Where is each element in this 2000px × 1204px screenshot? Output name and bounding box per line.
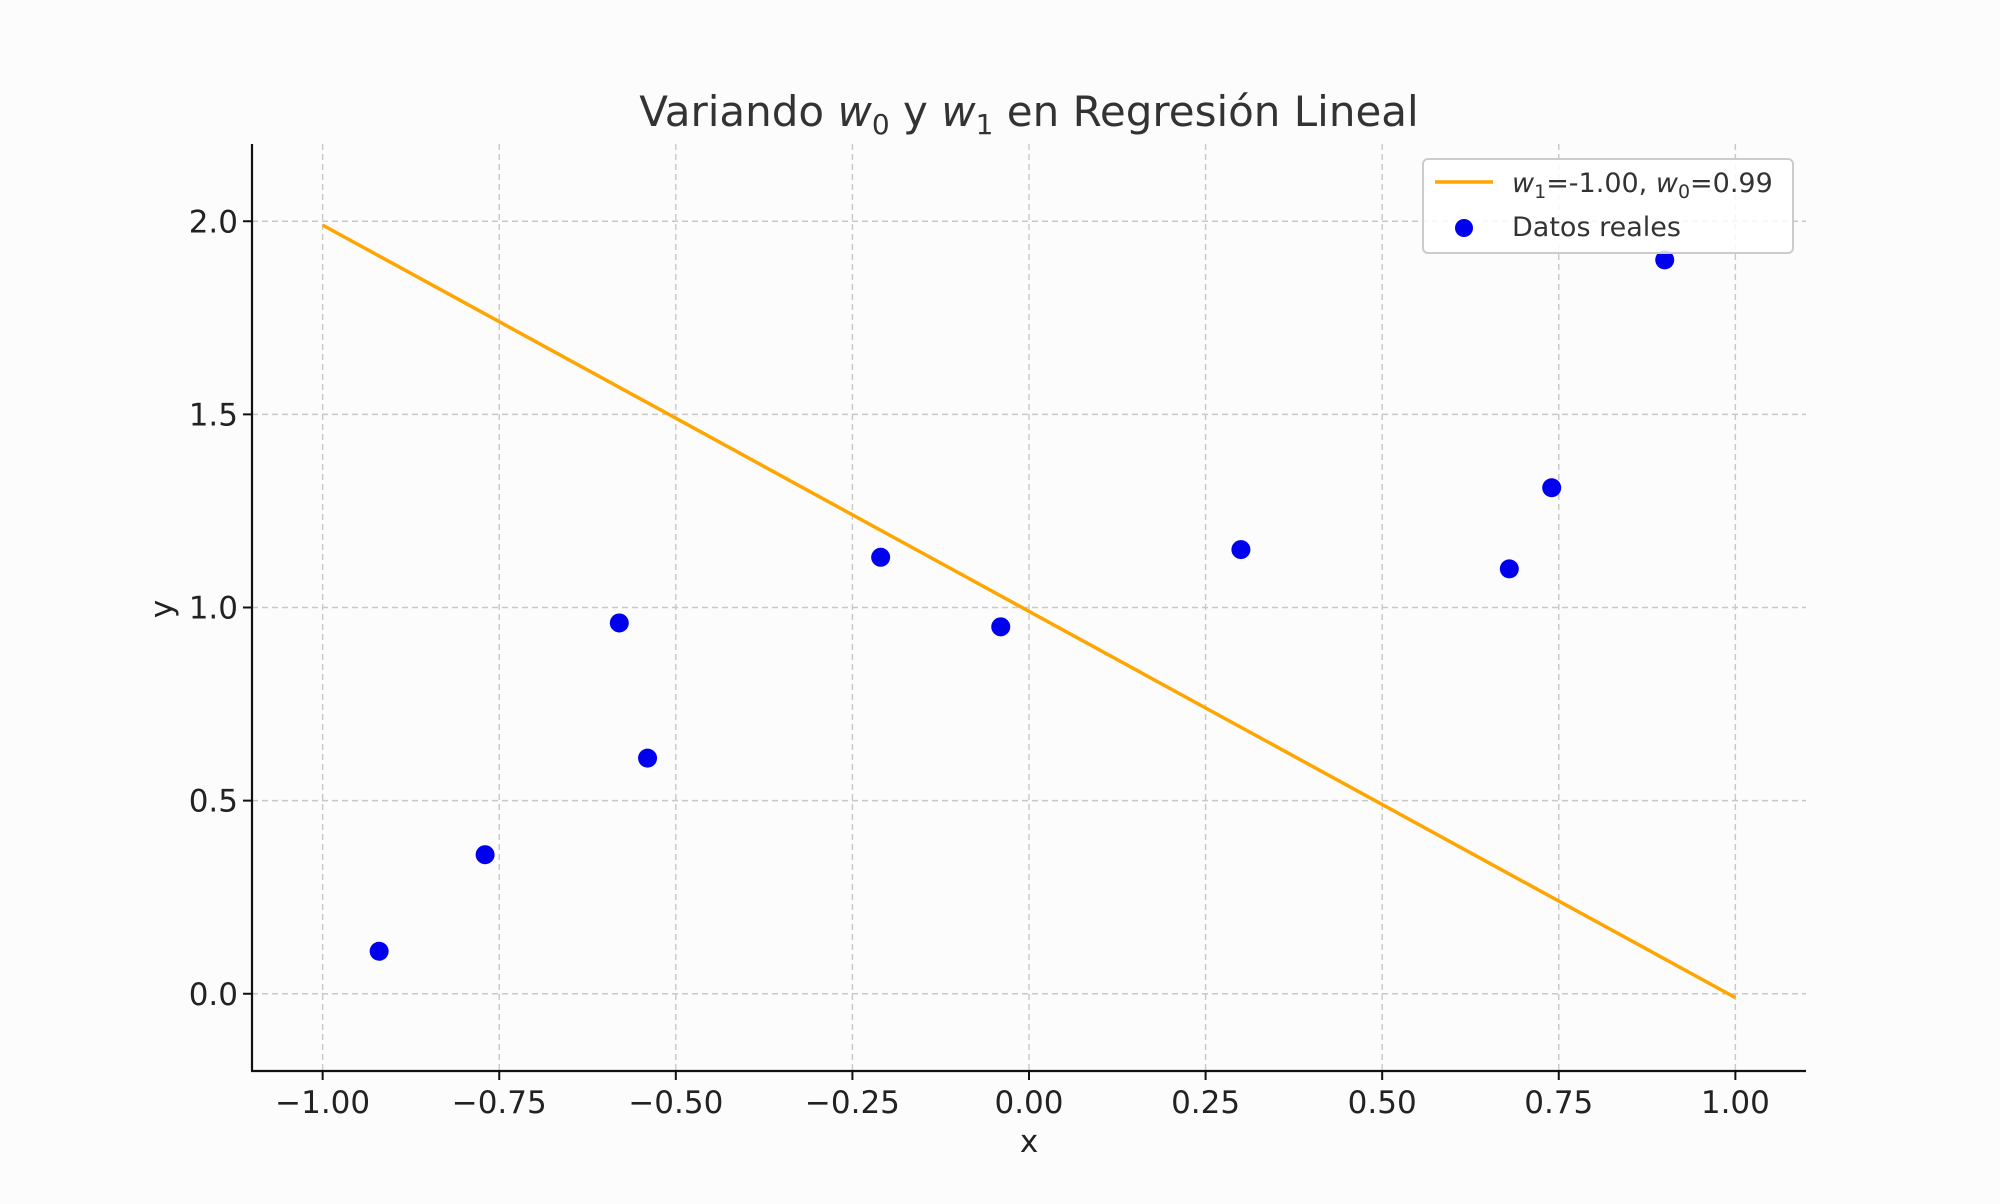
y-tick-label: 1.0 [189, 591, 238, 627]
data-point [1655, 250, 1675, 270]
y-tick-label: 0.0 [189, 977, 238, 1013]
data-point [1542, 478, 1562, 498]
ticks: −1.00 −0.75 −0.50 −0.25 0.00 0.25 0.50 0.75 1.00… [189, 204, 1770, 1121]
data-point [1231, 540, 1251, 560]
data-point [991, 617, 1011, 637]
legend-line-label: w1=-1.00, w0=0.99 [1512, 168, 1773, 203]
legend: w1=-1.00, w0=0.99 Datos reales [1422, 158, 1794, 254]
chart-title: Variando w0 y w1 en Regresión Lineal [639, 87, 1418, 141]
x-axis-label: x [1020, 1124, 1038, 1160]
x-tick-label: 0.75 [1524, 1085, 1593, 1121]
y-tick-label: 0.5 [189, 784, 238, 820]
regression-line [321, 223, 1737, 1000]
x-tick-label: 1.00 [1701, 1085, 1770, 1121]
data-point [871, 547, 891, 567]
y-tick-label: 2.0 [189, 204, 238, 240]
grid [252, 144, 1806, 1071]
x-tick-label: 0.00 [994, 1085, 1063, 1121]
x-tick-label: −0.25 [805, 1085, 900, 1121]
y-tick-label: 1.5 [189, 397, 238, 433]
x-tick-label: −0.50 [628, 1085, 723, 1121]
x-tick-label: −0.75 [452, 1085, 547, 1121]
data-point [1499, 559, 1519, 579]
regression-line-layer [321, 223, 1737, 1000]
data-point [638, 748, 658, 768]
x-tick-label: −1.00 [275, 1085, 370, 1121]
legend-scatter-label: Datos reales [1512, 212, 1681, 243]
data-point [475, 845, 495, 865]
data-points-layer [369, 250, 1675, 961]
data-point [609, 613, 629, 633]
x-tick-label: 0.25 [1171, 1085, 1240, 1121]
y-axis-label: y [144, 600, 180, 618]
legend-frame [1422, 158, 1794, 254]
data-point [369, 941, 389, 961]
x-tick-label: 0.50 [1348, 1085, 1417, 1121]
legend-scatter-swatch [1455, 219, 1473, 237]
